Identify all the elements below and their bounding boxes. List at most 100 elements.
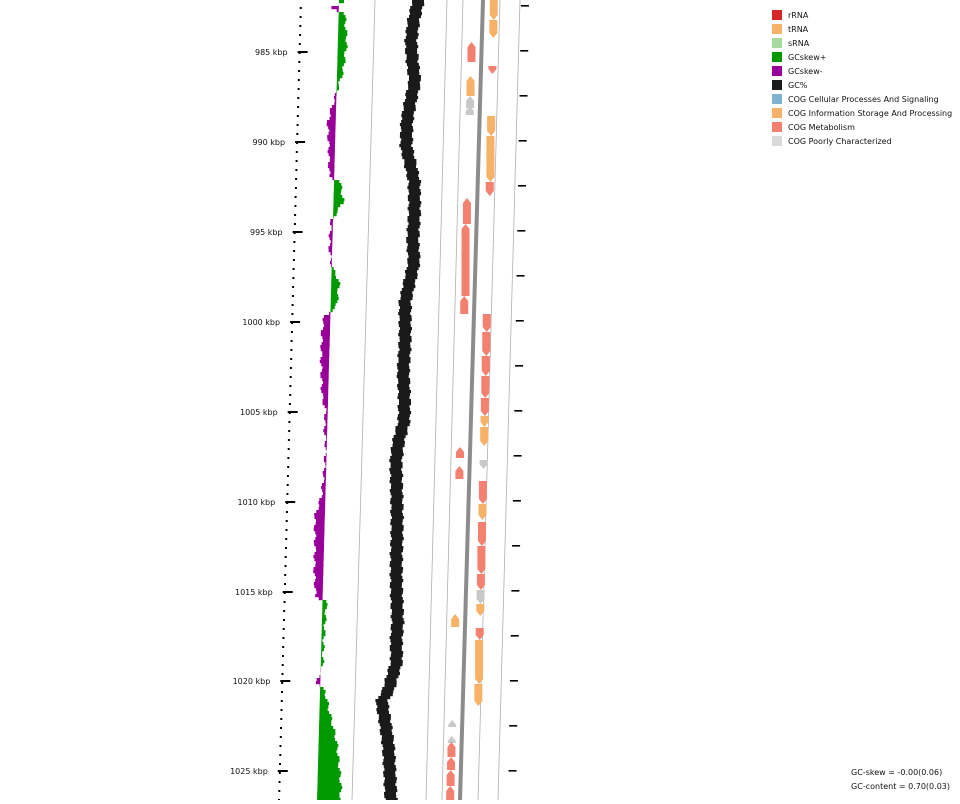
gc-skew-bar: [318, 765, 338, 768]
axis-minor-tick: [285, 538, 287, 540]
gc-content-bar: [403, 285, 415, 288]
axis-minor-tick: [283, 637, 285, 639]
outer-scale-tick: [511, 635, 519, 637]
gc-content-bar: [405, 270, 417, 273]
gc-content-bar: [407, 246, 419, 249]
gc-content-bar: [401, 126, 413, 129]
gene-arrow: [463, 198, 471, 224]
axis-major-tick: [298, 51, 308, 53]
gc-skew-bar: [331, 6, 338, 9]
gc-skew-bar: [322, 609, 325, 612]
gene-arrow: [448, 720, 456, 727]
gc-skew-bar: [322, 354, 329, 357]
gc-skew-bar: [331, 303, 336, 306]
gc-skew-bar: [331, 240, 333, 243]
gc-skew-bar: [335, 93, 337, 96]
gc-content-bar: [398, 414, 410, 417]
gc-skew-bar: [319, 729, 335, 732]
gc-content-bar: [408, 225, 420, 228]
axis-tick-label: 995 kbp: [250, 228, 283, 237]
gc-skew-bar: [323, 339, 330, 342]
gc-skew-bar: [337, 90, 338, 93]
gc-content-bar: [400, 348, 412, 351]
gc-content-bar: [407, 171, 419, 174]
gc-skew-bar: [321, 651, 322, 654]
gc-skew-bar: [322, 336, 330, 339]
gc-skew-bar: [327, 135, 335, 138]
gc-content-bar: [390, 522, 402, 525]
gc-skew-bar: [324, 432, 327, 435]
axis-minor-tick: [289, 394, 291, 396]
gc-content-bar: [407, 57, 419, 60]
gc-skew-bar: [334, 96, 336, 99]
gc-skew-bar: [330, 144, 335, 147]
gc-content-bar: [384, 774, 396, 777]
gc-content-bar: [384, 768, 396, 771]
gc-skew-bar: [337, 66, 342, 69]
axis-minor-tick: [298, 61, 300, 63]
gc-skew-bar: [316, 576, 323, 579]
gc-skew-bar: [325, 462, 326, 465]
axis-minor-tick: [295, 169, 297, 171]
axis-minor-tick: [286, 520, 288, 522]
axis-tick-label: 1010 kbp: [237, 498, 275, 507]
axis-minor-tick: [293, 268, 295, 270]
gc-skew-bar: [322, 612, 324, 615]
gc-content-bar: [409, 210, 421, 213]
axis-tick-label: 1005 kbp: [240, 408, 278, 417]
axis-minor-tick: [279, 781, 281, 783]
legend-label: COG Cellular Processes And Signaling: [788, 95, 939, 104]
gc-content-bar: [407, 63, 419, 66]
gc-content-bar: [387, 669, 399, 672]
gc-content-bar: [390, 576, 402, 579]
gc-skew-bar: [320, 690, 326, 693]
gc-content-bar: [406, 237, 418, 240]
gc-skew-bar: [339, 15, 346, 18]
gc-content-bar: [391, 642, 403, 645]
gc-content-bar: [391, 513, 403, 516]
guide-line: [352, 0, 375, 800]
gc-content-bar: [408, 24, 420, 27]
gc-skew-bar: [319, 732, 336, 735]
gene-arrow: [480, 460, 488, 469]
axis-minor-tick: [293, 250, 295, 252]
gc-content-bar: [390, 477, 402, 480]
gc-skew-bar: [338, 42, 347, 45]
gc-skew-bar: [332, 273, 336, 276]
gc-skew-bar: [320, 705, 329, 708]
gc-skew-bar: [331, 288, 337, 291]
gc-content-bar: [382, 753, 394, 756]
legend-label: GCskew+: [788, 53, 826, 62]
gc-content-bar: [409, 75, 421, 78]
gc-content-bar: [390, 636, 402, 639]
outer-scale-tick: [520, 50, 528, 52]
outer-scale-tick: [513, 500, 521, 502]
axis-minor-tick: [298, 70, 300, 72]
axis-minor-tick: [290, 376, 292, 378]
gc-content-bar: [406, 96, 418, 99]
gc-content-bar: [391, 486, 403, 489]
outer-scale-tick: [514, 455, 522, 457]
gene-arrow: [448, 736, 456, 743]
axis-major-tick: [288, 411, 298, 413]
gc-content-bar: [406, 240, 418, 243]
gc-skew-bar: [321, 657, 323, 660]
gc-content-bar: [409, 9, 421, 12]
gc-content-bar: [412, 3, 424, 6]
gc-content-bar: [409, 15, 421, 18]
gc-content-bar: [390, 552, 402, 555]
gc-skew-bar: [314, 513, 325, 516]
gc-content-bar: [403, 279, 415, 282]
gc-skew-bar: [324, 414, 327, 417]
gc-skew-bar: [324, 417, 327, 420]
outer-scale-tick: [516, 320, 524, 322]
gc-skew-bar: [321, 645, 324, 648]
legend-label: COG Information Storage And Processing: [788, 109, 952, 118]
gc-skew-bar: [322, 489, 325, 492]
gc-content-bar: [390, 564, 402, 567]
gc-skew-bar: [320, 684, 321, 687]
gc-content-bar: [391, 615, 403, 618]
gc-content-bar: [408, 219, 420, 222]
gc-skew-bar: [338, 39, 346, 42]
axis-minor-tick: [293, 241, 295, 243]
